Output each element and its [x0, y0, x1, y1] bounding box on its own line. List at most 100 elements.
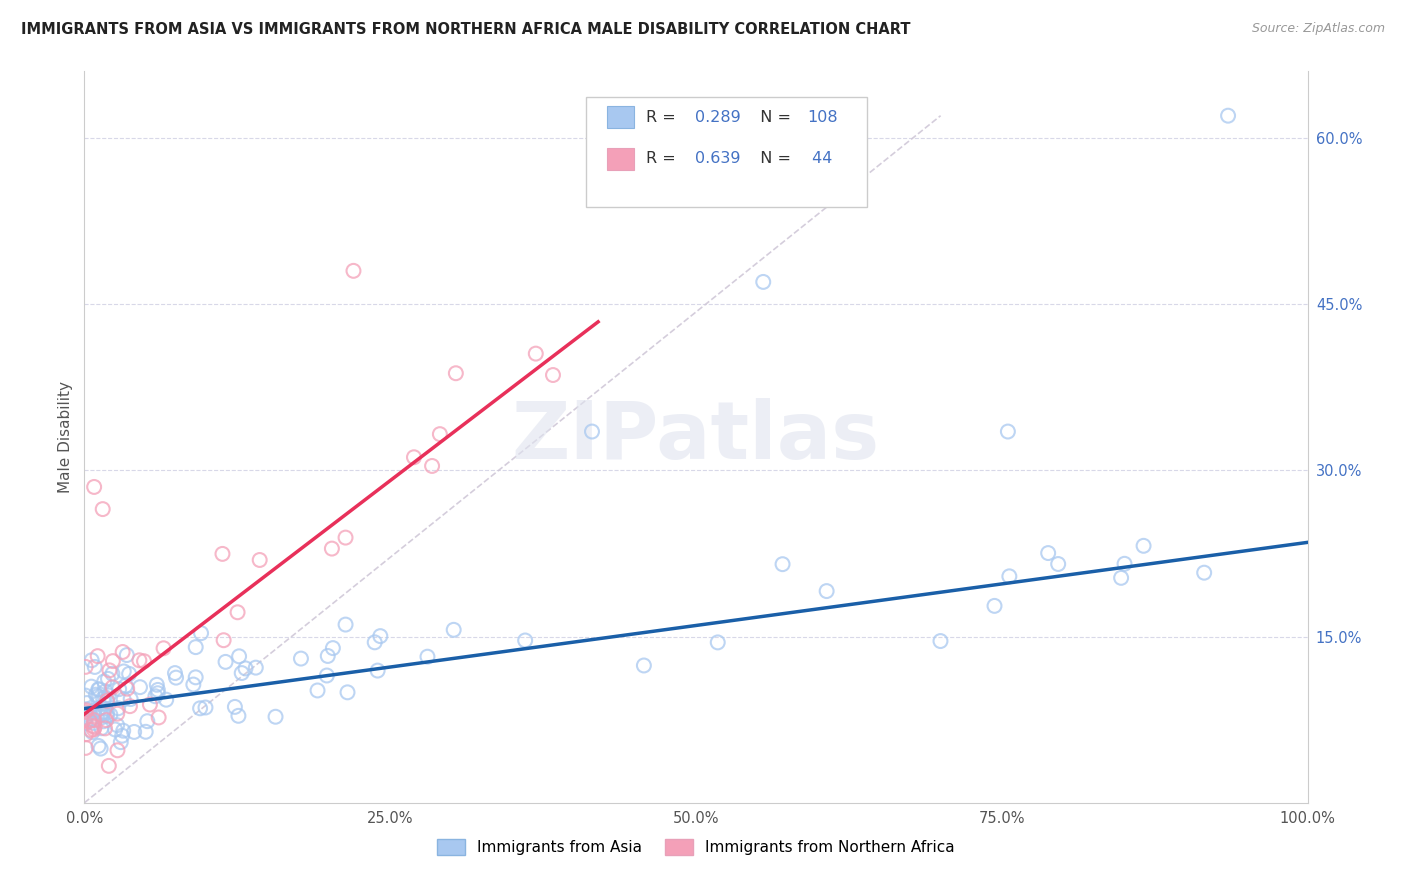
Point [188, 701, 211, 715]
Point [183, 677, 205, 691]
Point [155, 692, 177, 706]
Point [706, 635, 728, 649]
Point [108, 682, 131, 697]
Point [235, 661, 257, 675]
Bar [606, 147, 634, 170]
Y-axis label: Male Disability: Male Disability [58, 381, 73, 493]
Point [1038, 546, 1060, 560]
Point [1192, 566, 1215, 580]
Point [122, 725, 145, 739]
Point [79, 714, 101, 728]
Text: 108: 108 [807, 110, 838, 125]
Point [82, 725, 104, 739]
Legend: Immigrants from Asia, Immigrants from Northern Africa: Immigrants from Asia, Immigrants from No… [432, 833, 960, 861]
Point [165, 671, 187, 685]
Point [998, 569, 1021, 583]
Point [115, 681, 138, 696]
Text: 0.639: 0.639 [695, 152, 740, 166]
Point [114, 679, 136, 693]
Point [335, 617, 357, 632]
Point [772, 557, 794, 571]
Point [90, 741, 112, 756]
Point [96, 693, 118, 707]
Point [75, 740, 97, 755]
Point [84, 688, 107, 702]
Point [83, 704, 105, 718]
Point [87, 696, 110, 710]
Point [76, 702, 98, 716]
Point [264, 710, 287, 724]
Point [226, 605, 249, 619]
FancyBboxPatch shape [586, 97, 868, 207]
Point [82, 719, 104, 733]
Point [87, 682, 110, 697]
Point [368, 629, 391, 643]
Point [91, 705, 114, 719]
Point [194, 700, 217, 714]
Point [315, 668, 337, 682]
Point [184, 640, 207, 654]
Point [118, 666, 141, 681]
Point [231, 666, 253, 681]
Point [90, 721, 112, 735]
Point [107, 701, 129, 715]
Point [443, 623, 465, 637]
Point [307, 683, 329, 698]
Text: R =: R = [645, 152, 681, 166]
Point [416, 649, 439, 664]
Point [429, 427, 451, 442]
Point [98, 664, 121, 678]
Point [321, 541, 343, 556]
Point [104, 723, 127, 737]
Point [97, 759, 120, 773]
Point [118, 699, 141, 714]
Point [224, 699, 246, 714]
Point [132, 654, 155, 668]
Point [929, 634, 952, 648]
Point [87, 682, 110, 697]
Point [86, 690, 108, 704]
Point [997, 425, 1019, 439]
Point [91, 691, 114, 706]
Point [983, 599, 1005, 613]
Point [112, 665, 135, 679]
Point [139, 698, 162, 712]
Point [335, 531, 357, 545]
Point [1216, 109, 1239, 123]
Point [87, 739, 110, 753]
Point [249, 553, 271, 567]
Point [101, 666, 124, 681]
Point [228, 708, 250, 723]
Point [322, 641, 344, 656]
Point [184, 670, 207, 684]
Point [94, 702, 117, 716]
Point [96, 706, 118, 720]
Point [96, 713, 118, 727]
Text: N =: N = [749, 152, 796, 166]
Point [101, 681, 124, 695]
Point [129, 680, 152, 694]
Point [146, 682, 169, 697]
Point [581, 425, 603, 439]
Point [1047, 557, 1070, 571]
Point [75, 703, 97, 717]
Point [1132, 539, 1154, 553]
Text: Source: ZipAtlas.com: Source: ZipAtlas.com [1251, 22, 1385, 36]
Point [96, 694, 118, 708]
Point [444, 366, 467, 380]
Point [228, 649, 250, 664]
Point [80, 653, 103, 667]
Point [91, 710, 114, 724]
Point [128, 653, 150, 667]
Point [98, 707, 121, 722]
Point [94, 690, 117, 705]
Point [91, 502, 114, 516]
Point [402, 450, 425, 465]
Bar [606, 106, 634, 128]
Point [316, 648, 339, 663]
Point [214, 655, 236, 669]
Text: N =: N = [749, 110, 796, 125]
Point [633, 658, 655, 673]
Point [80, 680, 103, 694]
Point [515, 633, 537, 648]
